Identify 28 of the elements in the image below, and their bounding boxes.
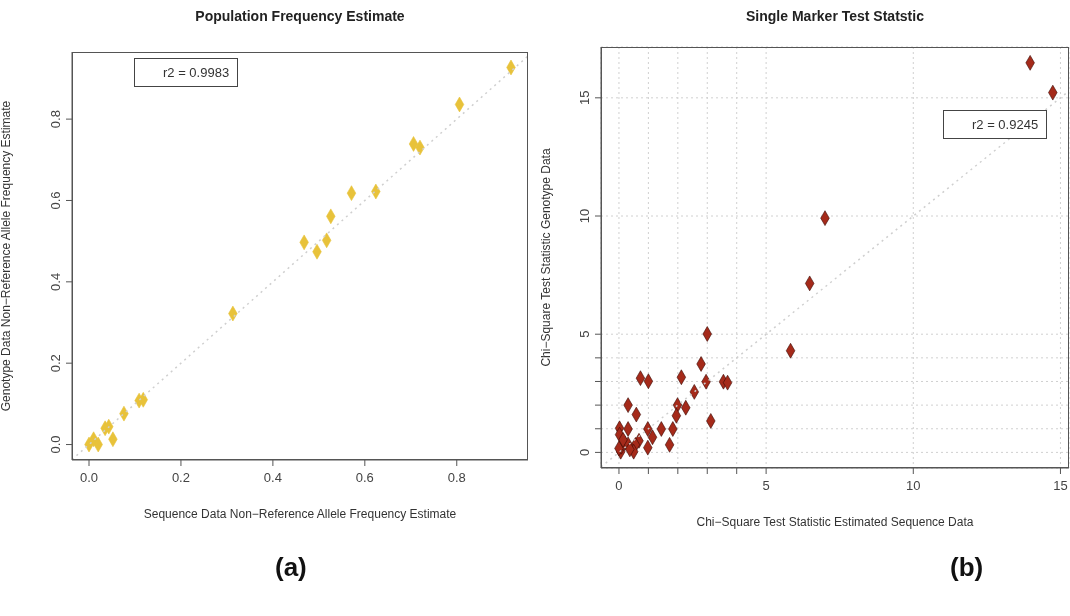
y-tick-label: 0.0: [48, 435, 63, 454]
x-tick-label: 15: [1053, 478, 1068, 493]
x-tick-label: 10: [906, 478, 921, 493]
y-tick-label: 0: [577, 448, 592, 457]
chart-title: Population Frequency Estimate: [194, 8, 406, 24]
y-tick-label: 0.6: [48, 191, 63, 210]
x-tick-label: 0.2: [171, 470, 190, 485]
y-tick-label: 15: [577, 90, 592, 106]
y-tick-label: 10: [577, 208, 592, 224]
x-axis-title: Chi−Square Test Statistic Estimated Sequence Data: [696, 515, 974, 529]
annotation: r2 = 0.9983: [134, 58, 239, 87]
y-tick-label: 5: [577, 330, 592, 338]
y-tick-label: 0.8: [48, 110, 63, 129]
text: (a): [275, 552, 307, 583]
y-tick-label: 0.4: [48, 272, 63, 291]
text: (b): [950, 552, 984, 583]
x-tick-label: 0.8: [447, 470, 466, 485]
y-axis-title: Chi−Square Test Statistic Genotype Data: [539, 148, 554, 367]
x-tick-label: 0: [615, 478, 623, 493]
x-tick-label: 0.4: [263, 470, 282, 485]
y-tick-label: 0.2: [48, 354, 63, 373]
x-tick-label: 5: [762, 478, 770, 493]
chart-title: Single Marker Test Statstic: [745, 8, 925, 24]
annotation: r2 = 0.9245: [943, 110, 1048, 139]
x-tick-label: 0.0: [79, 470, 99, 485]
x-axis-title: Sequence Data Non−Reference Allele Frequency Estimate: [143, 507, 457, 521]
x-tick-label: 0.6: [355, 470, 374, 485]
y-axis-title: Genotype Data Non−Reference Allele Frequency Estimate: [0, 100, 14, 412]
